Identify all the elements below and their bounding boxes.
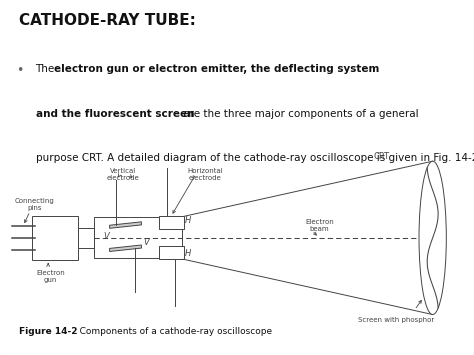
Text: The: The xyxy=(36,64,58,74)
Text: Electron
gun: Electron gun xyxy=(36,270,65,283)
Polygon shape xyxy=(109,222,141,228)
Text: Electron
beam: Electron beam xyxy=(305,219,334,233)
Text: CATHODE-RAY TUBE:: CATHODE-RAY TUBE: xyxy=(19,13,196,28)
Text: Connecting
pins: Connecting pins xyxy=(15,198,55,211)
Text: •: • xyxy=(17,64,24,77)
Text: Horizontal
electrode: Horizontal electrode xyxy=(187,168,223,181)
Bar xyxy=(78,228,94,248)
Bar xyxy=(32,216,78,260)
Text: electron gun or electron emitter, the deflecting system: electron gun or electron emitter, the de… xyxy=(54,64,379,74)
Text: Vertical
electrode: Vertical electrode xyxy=(107,168,140,181)
Text: V: V xyxy=(103,232,109,241)
Text: H: H xyxy=(185,249,191,258)
Text: are the three major components of a general: are the three major components of a gene… xyxy=(180,109,419,119)
Text: Screen with phosphor: Screen with phosphor xyxy=(358,317,434,323)
Ellipse shape xyxy=(419,161,447,315)
Polygon shape xyxy=(109,245,141,251)
Text: H: H xyxy=(185,216,191,225)
Text: purpose CRT. A detailed diagram of the cathode-ray oscilloscope is given in Fig.: purpose CRT. A detailed diagram of the c… xyxy=(36,153,474,163)
Text: Figure 14-2: Figure 14-2 xyxy=(18,327,77,337)
Text: and the fluorescent screen: and the fluorescent screen xyxy=(36,109,194,119)
Text: V: V xyxy=(144,238,149,247)
Text: Components of a cathode-ray oscilloscope: Components of a cathode-ray oscilloscope xyxy=(71,327,272,337)
Bar xyxy=(158,246,183,259)
Bar xyxy=(158,217,183,229)
Bar xyxy=(94,217,182,258)
Text: CRT: CRT xyxy=(374,152,390,161)
